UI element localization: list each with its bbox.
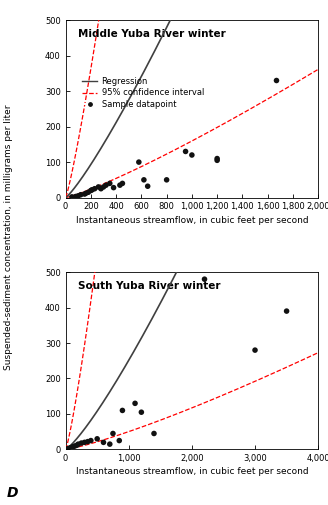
Point (66, 444, 72, 452)
Point (85, 438, 90, 446)
Point (98, 185, 104, 193)
Point (79, 439, 84, 447)
Text: D: D (7, 486, 18, 500)
Point (94, 435, 100, 443)
Point (139, 408, 144, 416)
Point (111, 184, 116, 192)
Point (215, 156, 220, 164)
Point (88, 186, 93, 194)
X-axis label: Instantaneous streamflow, in cubic feet per second: Instantaneous streamflow, in cubic feet … (75, 216, 308, 225)
Point (107, 179, 113, 187)
Point (151, 429, 157, 437)
Point (71, 442, 76, 450)
Point (76, 192, 81, 200)
Point (120, 407, 125, 415)
Point (215, 155, 220, 163)
Point (83, 189, 89, 197)
Point (101, 183, 106, 191)
Point (189, 151, 195, 159)
Point (86, 188, 91, 196)
Point (202, 275, 207, 283)
X-axis label: Instantaneous streamflow, in cubic feet per second: Instantaneous streamflow, in cubic feet … (75, 468, 308, 477)
Point (164, 176, 169, 184)
Point (69, 193, 74, 201)
Point (88, 436, 93, 444)
Point (117, 181, 123, 189)
Point (103, 181, 109, 189)
Point (107, 440, 113, 448)
Point (141, 176, 147, 184)
Point (96, 183, 101, 191)
Text: Middle Yuba River winter: Middle Yuba River winter (78, 29, 226, 39)
Point (90, 186, 95, 194)
Point (133, 399, 138, 408)
Point (78, 191, 83, 199)
Point (253, 346, 258, 354)
Point (69, 443, 74, 451)
Point (92, 185, 97, 193)
Text: South Yuba River winter: South Yuba River winter (78, 281, 221, 291)
Point (65, 445, 70, 453)
Point (82, 438, 87, 446)
Point (73, 192, 78, 200)
Point (74, 441, 80, 449)
Point (274, 76, 279, 84)
Legend: Regression, 95% confidence interval, Sample datapoint: Regression, 95% confidence interval, Sam… (80, 74, 206, 112)
Point (110, 429, 115, 437)
Point (120, 179, 125, 187)
Text: Suspended-sediment concentration, in milligrams per liter: Suspended-sediment concentration, in mil… (4, 105, 13, 370)
Point (145, 182, 150, 190)
Point (72, 442, 78, 450)
Point (82, 190, 87, 198)
Point (101, 438, 106, 446)
Point (284, 307, 289, 315)
Point (68, 443, 73, 451)
Point (183, 147, 188, 156)
Point (117, 436, 122, 444)
Point (136, 158, 141, 166)
Point (76, 440, 81, 448)
